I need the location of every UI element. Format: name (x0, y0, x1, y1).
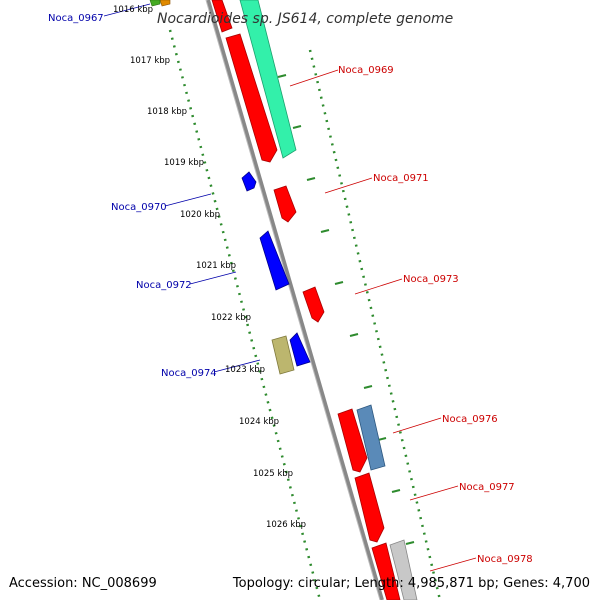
tick-label: 1024 kbp (239, 417, 279, 427)
gene-label-noca-0969: Noca_0969 (338, 65, 394, 76)
tick-label: 1021 kbp (196, 261, 236, 271)
tick-label: 1017 kbp (130, 56, 170, 66)
label-leaders (103, 3, 477, 572)
gene-label-noca-0972: Noca_0972 (136, 280, 192, 291)
leader-noca-0978 (429, 557, 477, 572)
leader-noca-0971 (324, 177, 373, 194)
topology-summary: Topology: circular; Length: 4,985,871 bp… (232, 576, 590, 591)
genome-backbone-highlight (205, 0, 381, 600)
gene-noca-0967-green (149, 0, 161, 7)
map-title: Nocardioides sp. JS614, complete genome (157, 11, 453, 27)
gene-label-noca-0973: Noca_0973 (403, 274, 459, 285)
tick-label: 1026 kbp (266, 520, 306, 530)
gene-noca-0976 (337, 408, 368, 473)
gene-noca-0969-upper (225, 33, 278, 163)
leader-noca-0973 (354, 278, 403, 295)
gene-label-noca-0974: Noca_0974 (161, 368, 217, 379)
tick-labels: 1016 kbp 1017 kbp 1018 kbp 1019 kbp 1020… (113, 5, 306, 530)
tick-label: 1019 kbp (164, 158, 204, 168)
gene-label-noca-0978: Noca_0978 (477, 554, 533, 565)
gene-label-noca-0976: Noca_0976 (442, 414, 498, 425)
gene-label-noca-0977: Noca_0977 (459, 482, 515, 493)
gene-label-noca-0967: Noca_0967 (48, 13, 104, 24)
reverse-genes (241, 171, 311, 367)
genome-backbone (206, 0, 384, 600)
tick-label: 1023 kbp (225, 365, 265, 375)
leader-noca-0977 (409, 485, 459, 501)
accession-label: Accession: NC_008699 (9, 576, 157, 591)
tick-label: 1016 kbp (113, 5, 153, 15)
leader-noca-0970 (164, 193, 212, 207)
gene-noca-0968 (211, 0, 233, 33)
gene-noca-0975 (289, 332, 311, 367)
leader-noca-0972 (189, 271, 237, 285)
tick-label: 1022 kbp (211, 313, 251, 323)
gene-label-noca-0970: Noca_0970 (111, 202, 167, 213)
gene-noca-0978 (371, 542, 401, 600)
gene-labels: Noca_0967 Noca_0969 Noca_0970 Noca_0971 … (48, 13, 533, 565)
outer-ticks (277, 74, 415, 545)
gene-noca-0971 (273, 185, 297, 223)
leader-noca-0967 (103, 3, 151, 17)
leader-noca-0969 (289, 69, 339, 87)
tick-label: 1025 kbp (253, 469, 293, 479)
gene-noca-0972 (259, 230, 290, 291)
tick-label: 1018 kbp (147, 107, 187, 117)
tick-label: 1020 kbp (180, 210, 220, 220)
leader-noca-0976 (392, 417, 442, 434)
forward-genes (211, 0, 401, 600)
gene-label-noca-0971: Noca_0971 (373, 173, 429, 184)
gene-noca-0974-olive (271, 335, 295, 375)
gene-noca-0976-steel (356, 404, 386, 471)
gene-noca-0978-gray (389, 539, 418, 600)
gene-noca-0967-small (159, 0, 171, 7)
gene-noca-0969-teal (239, 0, 297, 159)
gene-noca-0970 (241, 171, 257, 192)
gene-noca-0973 (302, 286, 325, 323)
leader-noca-0974 (213, 359, 261, 373)
gene-noca-0977 (354, 472, 385, 543)
